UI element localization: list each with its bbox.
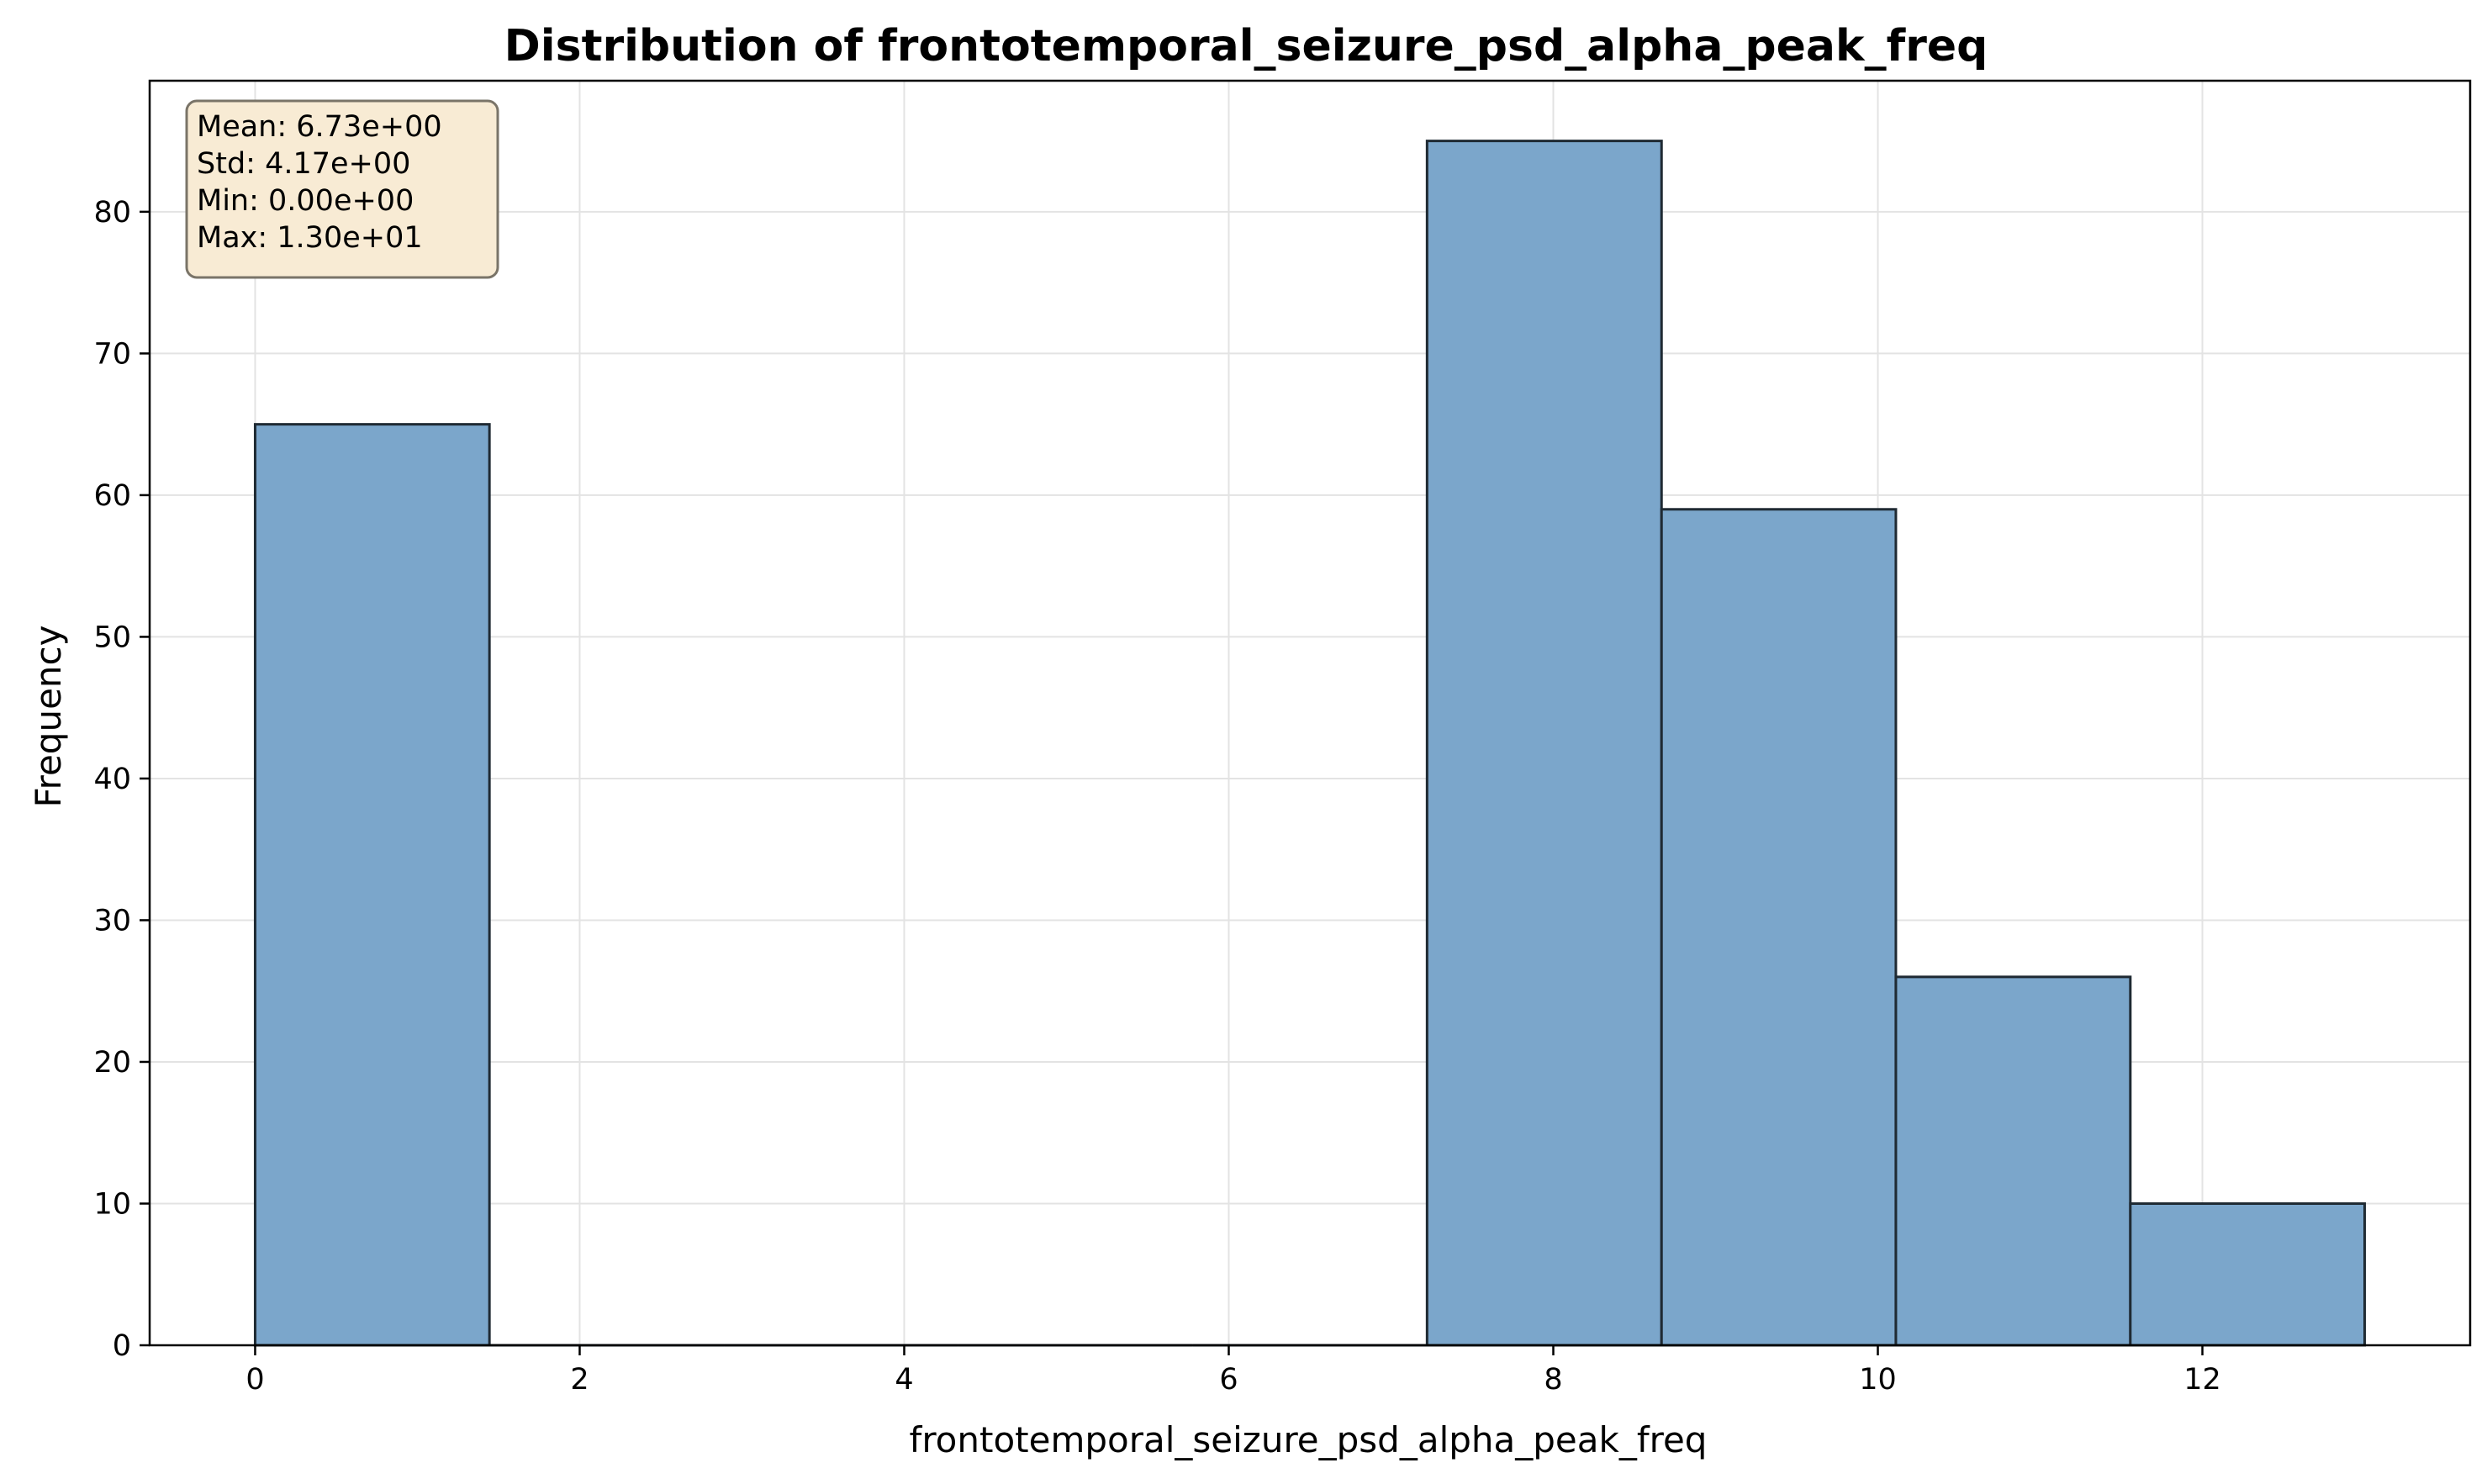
y-tick-label: 40 bbox=[93, 763, 131, 796]
x-tick-label: 8 bbox=[1544, 1363, 1562, 1397]
histogram-bar bbox=[2129, 1201, 2367, 1347]
x-tick-label: 10 bbox=[1859, 1363, 1897, 1397]
stats-box-background bbox=[185, 99, 499, 279]
x-tick-label: 0 bbox=[246, 1363, 264, 1397]
stats-line: Std: 4.17e+00 bbox=[197, 147, 410, 181]
histogram-bar bbox=[1660, 508, 1898, 1347]
y-tick-label: 30 bbox=[93, 904, 131, 937]
y-tick-label: 60 bbox=[93, 479, 131, 513]
plot-frame bbox=[148, 79, 2472, 1347]
chart-title: Distribution of frontotemporal_seizure_p… bbox=[504, 21, 1988, 71]
x-axis-label: frontotemporal_seizure_psd_alpha_peak_fr… bbox=[910, 1419, 1708, 1460]
stats-line: Max: 1.30e+01 bbox=[197, 221, 423, 255]
y-axis-label: Frequency bbox=[28, 626, 69, 808]
y-tick-label: 50 bbox=[93, 621, 131, 654]
histogram-bar bbox=[1425, 140, 1663, 1347]
y-tick-label: 10 bbox=[93, 1187, 131, 1221]
x-axis-ticks: 0 2 4 6 8 10 12 bbox=[246, 1345, 2221, 1397]
stats-line: Mean: 6.73e+00 bbox=[197, 110, 442, 144]
histogram-bar bbox=[1894, 975, 2132, 1347]
x-tick-label: 4 bbox=[895, 1363, 913, 1397]
y-tick-label: 0 bbox=[113, 1329, 131, 1363]
x-tick-label: 12 bbox=[2183, 1363, 2221, 1397]
x-tick-label: 2 bbox=[570, 1363, 589, 1397]
y-axis-ticks: 0 10 20 30 40 50 60 70 80 bbox=[93, 196, 150, 1363]
histogram-bars bbox=[253, 140, 2367, 1347]
y-tick-label: 20 bbox=[93, 1046, 131, 1080]
histogram-bar bbox=[253, 423, 491, 1347]
x-tick-label: 6 bbox=[1219, 1363, 1238, 1397]
y-tick-label: 70 bbox=[93, 337, 131, 371]
y-tick-label: 80 bbox=[93, 196, 131, 230]
stats-line: Min: 0.00e+00 bbox=[197, 184, 414, 218]
